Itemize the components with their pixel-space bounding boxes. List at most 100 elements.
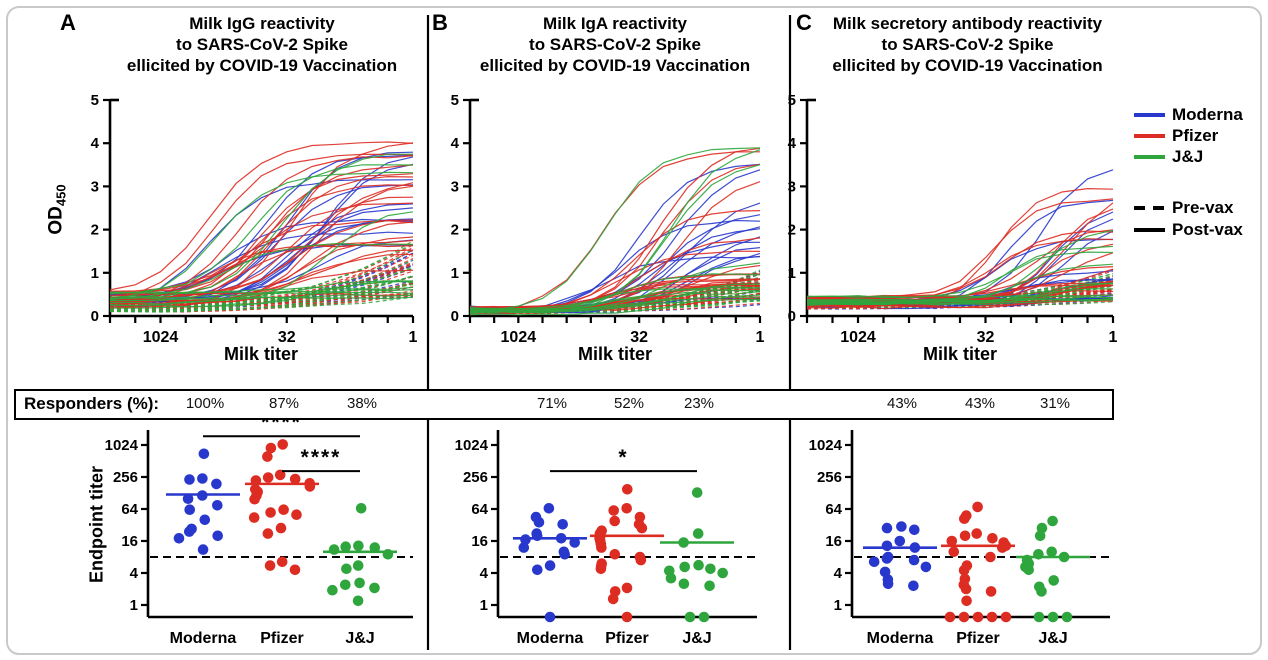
svg-text:1024: 1024 <box>143 329 179 346</box>
milk-titer-label-b: Milk titer <box>577 344 652 364</box>
svg-text:2: 2 <box>91 222 99 239</box>
svg-text:1: 1 <box>409 329 418 346</box>
panel-letter-b: B <box>432 10 448 35</box>
milk-titer-label-c: Milk titer <box>922 344 997 364</box>
svg-text:4: 4 <box>480 565 489 582</box>
svg-text:1: 1 <box>130 597 138 614</box>
panel-b-title-line3: ellicited by COVID-19 Vaccination <box>479 56 751 75</box>
panel-letter-a: A <box>60 10 76 35</box>
pfizer-line-swatch <box>1134 134 1165 138</box>
responders-label: Responders (%): <box>24 394 160 413</box>
legend-item-postvax: Post-vax <box>1134 220 1243 240</box>
svg-text:4: 4 <box>451 135 460 152</box>
svg-text:64: 64 <box>471 501 488 518</box>
svg-text:3: 3 <box>788 178 796 195</box>
svg-text:64: 64 <box>825 501 842 518</box>
legend-item-prevax: Pre-vax <box>1134 198 1233 218</box>
panel-a-title-line2: to SARS-CoV-2 Spike <box>176 35 348 54</box>
panel-b-title-line1: Milk IgA reactivity <box>543 14 687 33</box>
svg-text:2: 2 <box>788 222 796 239</box>
svg-text:J&J: J&J <box>682 630 711 647</box>
svg-text:1024: 1024 <box>809 437 843 454</box>
panel-c-title: Milk secretory antibody reactivity to SA… <box>800 13 1135 76</box>
svg-text:1: 1 <box>451 265 459 282</box>
svg-text:1: 1 <box>91 265 99 282</box>
svg-text:J&J: J&J <box>1038 630 1067 647</box>
legend-item-pfizer: Pfizer <box>1134 126 1218 146</box>
svg-text:****: **** <box>301 446 342 469</box>
svg-text:3: 3 <box>91 178 99 195</box>
moderna-line-swatch <box>1134 113 1165 117</box>
panel-c-title-line1: Milk secretory antibody reactivity <box>832 14 1103 33</box>
svg-text:32: 32 <box>977 329 995 346</box>
prevax-dashed-swatch <box>1134 206 1165 210</box>
panel-b-title: Milk IgA reactivity to SARS-CoV-2 Spike … <box>445 13 785 76</box>
responders-c-jj: 31% <box>1039 395 1071 412</box>
legend-label-prevax: Pre-vax <box>1172 198 1234 217</box>
svg-text:256: 256 <box>113 469 138 486</box>
svg-text:J&J: J&J <box>345 630 374 647</box>
panel-a-title-line3: ellicited by COVID-19 Vaccination <box>126 56 398 75</box>
svg-text:256: 256 <box>463 469 488 486</box>
svg-text:5: 5 <box>451 92 459 109</box>
od-label-subscript: 450 <box>53 184 69 207</box>
svg-text:32: 32 <box>630 329 648 346</box>
endpoint-titer-axis-label: Endpoint titer <box>86 466 107 583</box>
responders-c-pfizer: 43% <box>964 395 996 412</box>
legend-item-jj: J&J <box>1134 147 1203 167</box>
legend-item-moderna: Moderna <box>1134 105 1243 125</box>
responders-b-jj: 23% <box>683 395 715 412</box>
od450-axis-label: OD450 <box>46 150 69 270</box>
svg-text:1: 1 <box>1109 329 1118 346</box>
panel-letter-c: C <box>796 10 812 35</box>
od-label-text: OD <box>45 206 67 235</box>
legend-label-moderna: Moderna <box>1172 105 1243 124</box>
svg-text:4: 4 <box>834 565 843 582</box>
svg-text:Pfizer: Pfizer <box>956 630 1000 647</box>
svg-text:1: 1 <box>480 597 488 614</box>
svg-text:1: 1 <box>834 597 842 614</box>
svg-text:0: 0 <box>91 308 99 325</box>
svg-text:1: 1 <box>788 265 796 282</box>
svg-text:1024: 1024 <box>105 437 139 454</box>
svg-text:4: 4 <box>130 565 139 582</box>
svg-text:Pfizer: Pfizer <box>605 630 649 647</box>
panel-c-title-line2: to SARS-CoV-2 Spike <box>881 35 1054 54</box>
svg-text:1024: 1024 <box>455 437 489 454</box>
svg-text:5: 5 <box>91 92 99 109</box>
svg-text:3: 3 <box>451 178 459 195</box>
legend-label-pfizer: Pfizer <box>1172 126 1219 145</box>
svg-text:5: 5 <box>788 92 796 109</box>
svg-text:Moderna: Moderna <box>517 630 584 647</box>
legend-label-jj: J&J <box>1172 147 1204 166</box>
responders-b-pfizer: 52% <box>613 395 645 412</box>
jj-line-swatch <box>1134 155 1165 159</box>
svg-text:Moderna: Moderna <box>867 630 934 647</box>
responders-a-jj: 38% <box>346 395 378 412</box>
legend-label-postvax: Post-vax <box>1172 220 1243 239</box>
panel-a-title: Milk IgG reactivity to SARS-CoV-2 Spike … <box>92 13 432 76</box>
svg-text:64: 64 <box>121 501 138 518</box>
svg-text:256: 256 <box>817 469 842 486</box>
responders-a-pfizer: 87% <box>268 395 300 412</box>
svg-text:32: 32 <box>278 329 296 346</box>
responders-a-moderna: 100% <box>185 395 225 412</box>
svg-text:4: 4 <box>91 135 100 152</box>
svg-text:1024: 1024 <box>501 329 537 346</box>
svg-text:1024: 1024 <box>840 329 876 346</box>
panel-a-title-line1: Milk IgG reactivity <box>189 14 335 33</box>
responders-c-moderna: 43% <box>886 395 918 412</box>
panel-c-title-line3: ellicited by COVID-19 Vaccination <box>832 56 1103 75</box>
svg-text:2: 2 <box>451 222 459 239</box>
svg-text:4: 4 <box>788 135 797 152</box>
responders-box: Responders (%): 100% 87% 38% 71% 52% 23%… <box>14 389 1114 420</box>
svg-text:1: 1 <box>756 329 765 346</box>
svg-text:*: * <box>618 446 628 469</box>
postvax-solid-swatch <box>1134 228 1165 232</box>
svg-text:16: 16 <box>825 533 842 550</box>
milk-titer-label-a: Milk titer <box>223 344 298 364</box>
responders-b-moderna: 71% <box>536 395 568 412</box>
svg-text:16: 16 <box>121 533 138 550</box>
